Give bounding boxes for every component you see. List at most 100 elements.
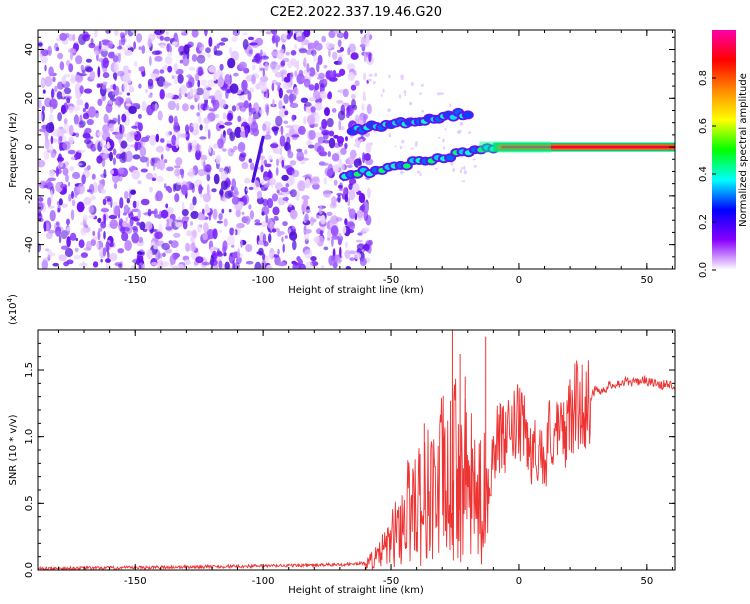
noise-cell (223, 218, 228, 227)
noise-cell (248, 204, 252, 210)
noise-cell (50, 190, 53, 202)
noise-cell (314, 42, 323, 51)
noise-cell (176, 102, 180, 112)
noise-cell (82, 214, 88, 222)
noise-cell (254, 53, 261, 63)
noise-cell (134, 141, 139, 152)
noise-cell (49, 169, 55, 177)
noise-cell (208, 36, 213, 48)
noise-cell (263, 134, 272, 140)
lower-branch-cell (403, 163, 411, 169)
noise-cell (47, 45, 52, 57)
spectrogram-panel: -150 -100 -50 0 50 -40 -20 0 20 40 Height of stra… (8, 29, 676, 296)
noise-cell (155, 133, 160, 143)
noise-cell (80, 222, 83, 226)
noise-cell (219, 99, 227, 109)
noise-cell (108, 123, 115, 132)
noise-cell (255, 103, 259, 114)
noise-cell (456, 131, 461, 134)
noise-cell (302, 175, 311, 178)
noise-cell (159, 69, 165, 74)
noise-cell (275, 115, 283, 127)
noise-cell (361, 103, 365, 112)
noise-cell (166, 31, 169, 36)
noise-cell (137, 209, 141, 220)
noise-cell (297, 180, 306, 192)
noise-cell (289, 102, 299, 108)
noise-cell (101, 84, 107, 90)
noise-cell (68, 194, 72, 202)
lower-branch-cell (446, 155, 454, 161)
noise-cell (388, 74, 391, 79)
noise-cell (343, 30, 349, 40)
spectrogram-xtick-label: 0 (516, 275, 522, 286)
noise-cell (179, 59, 183, 64)
noise-cell (321, 162, 329, 166)
noise-cell (344, 249, 351, 259)
noise-cell (181, 184, 188, 195)
noise-cell (140, 168, 148, 173)
noise-cell (66, 236, 71, 248)
noise-cell (124, 49, 133, 56)
spectrogram-xtick-label: -150 (124, 275, 147, 286)
noise-cell (72, 171, 81, 180)
noise-cell (293, 86, 299, 96)
noise-cell (105, 87, 112, 93)
noise-cell (222, 245, 227, 253)
noise-cell (298, 125, 306, 135)
noise-cell (199, 193, 204, 198)
noise-cell (163, 36, 171, 42)
noise-cell (323, 177, 328, 185)
noise-cell (76, 71, 80, 75)
noise-cell (323, 78, 328, 84)
noise-cell (344, 193, 349, 203)
noise-cell (44, 64, 47, 72)
noise-cell (321, 35, 327, 43)
noise-cell (328, 137, 336, 149)
noise-cell (243, 67, 250, 74)
noise-cell (123, 204, 130, 215)
noise-cell (150, 157, 155, 167)
noise-cell (70, 156, 76, 161)
noise-cell (250, 127, 255, 135)
noise-cell (249, 42, 258, 46)
noise-cell (103, 168, 107, 179)
noise-cell (218, 260, 223, 269)
noise-cell (440, 92, 444, 95)
noise-cell (268, 155, 273, 161)
noise-cell (342, 226, 347, 234)
noise-cell (276, 158, 279, 167)
noise-cell (92, 230, 96, 237)
noise-cell (338, 232, 342, 237)
noise-cell (281, 174, 289, 181)
noise-cell (149, 134, 157, 146)
noise-cell (108, 214, 118, 220)
noise-cell (58, 254, 67, 262)
spectrogram-ytick-label: 40 (24, 43, 35, 56)
noise-cell (280, 187, 289, 193)
noise-cell (316, 145, 325, 155)
noise-cell (203, 117, 211, 124)
snr-ticks: -150 -100 -50 0 50 0.0 0.5 1.0 1.5 (24, 330, 675, 587)
noise-cell (212, 228, 218, 240)
noise-cell (52, 128, 61, 137)
noise-cell (125, 216, 129, 222)
noise-cell (65, 174, 69, 183)
noise-cell (183, 259, 191, 266)
noise-cell (78, 73, 87, 77)
noise-cell (265, 264, 273, 269)
noise-cell (289, 231, 298, 241)
noise-cell (141, 101, 147, 112)
noise-cell (277, 261, 287, 267)
noise-cell (271, 228, 277, 233)
noise-cell (316, 61, 320, 73)
noise-cell (91, 173, 96, 180)
noise-cell (147, 78, 154, 87)
noise-cell (137, 251, 142, 255)
noise-cell (328, 130, 335, 137)
noise-cell (237, 115, 242, 123)
noise-cell (186, 81, 193, 89)
noise-cell (249, 87, 255, 93)
spectrogram-ytick-label: -40 (24, 236, 35, 252)
noise-cell (312, 183, 320, 190)
